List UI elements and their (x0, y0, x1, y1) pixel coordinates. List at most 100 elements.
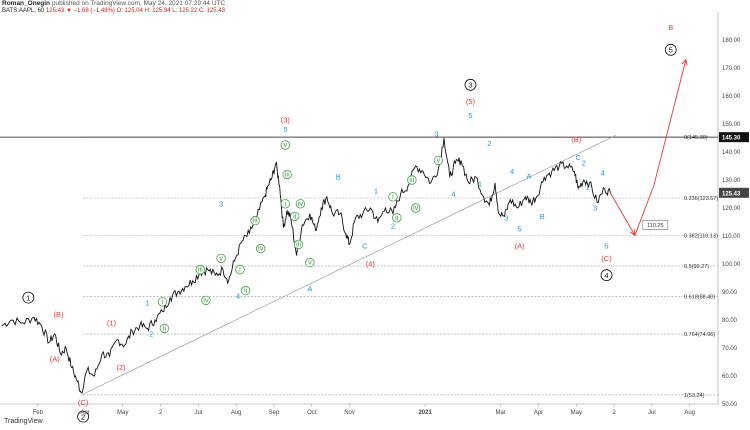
y-tick-label: 140.00 (722, 150, 741, 156)
fib-label: 1(53.24) (684, 393, 705, 399)
chart-grid (0, 12, 719, 405)
wave-label-circle (77, 410, 90, 423)
y-tick-label: 170.00 (722, 66, 741, 72)
projection-price-box (642, 220, 669, 230)
wave-label: (4) (366, 260, 376, 269)
wave-label: B (540, 212, 545, 221)
wave-label: 3 (468, 81, 472, 90)
fibonacci-levels: 0(145.30) 0.236(123.57) 0.382(110.13) 0.5(9… (83, 135, 718, 399)
y-tick-label: 70.00 (722, 346, 738, 352)
fib-label: 0.236(123.57) (684, 196, 718, 202)
wave-label: ii (163, 323, 167, 332)
x-tick-label: Jul (648, 410, 656, 416)
fib-label: 0.5(99.27) (684, 264, 709, 270)
x-tick-label: May (571, 410, 582, 416)
wave-label: ii (293, 211, 297, 220)
trend-lines (0, 134, 718, 396)
wave-label: 4 (236, 292, 240, 301)
x-tick-label: 2021 (418, 410, 432, 416)
x-tick-label: Oct (307, 410, 317, 416)
wave-label: (B) (571, 135, 582, 144)
wave-label-circle (410, 203, 421, 213)
y-tick-label: 100.00 (722, 262, 741, 268)
wave-label-circle (305, 257, 315, 268)
wave-label: 3 (219, 199, 223, 208)
y-tick-label: 160.00 (722, 94, 741, 100)
wave-label: (C) (78, 398, 89, 407)
wave-label: i (284, 199, 286, 208)
brand-text: TradingView (4, 418, 43, 425)
wave-label: iii (285, 169, 290, 178)
wave-label: v (283, 140, 287, 149)
projection-price-label: 110.25 (647, 223, 663, 229)
y-tick-label: 180.00 (722, 38, 741, 44)
x-tick-label: May (117, 410, 128, 416)
wave-label: iv (413, 203, 419, 212)
price-line (1, 137, 611, 394)
wave-label: 1 (26, 293, 30, 302)
y-tick-label: 80.00 (722, 318, 738, 324)
fib-label: 0(145.30) (684, 135, 708, 141)
y-tick-label: 90.00 (722, 290, 738, 296)
wave-label: (3) (281, 115, 291, 124)
support-trendline (81, 134, 617, 396)
y-tick-label: 120.00 (722, 206, 741, 212)
wave-label: (1) (107, 318, 117, 327)
wave-label: (A) (50, 355, 61, 364)
x-tick-label: 2 (612, 410, 616, 416)
wave-label-circle (464, 78, 477, 91)
fib-label: 0.382(110.13) (684, 234, 718, 240)
level-tag-label: 145.30 (722, 136, 741, 142)
wave-label: 5 (283, 125, 287, 134)
author-line: Roman_Onegin published on TradingView.co… (2, 0, 742, 7)
wave-label-circle (201, 295, 211, 306)
projection-path: 110.25 (609, 58, 688, 237)
wave-label: 1 (478, 180, 482, 189)
wave-label-circle (388, 192, 398, 202)
wave-label-circle (392, 213, 402, 223)
wave-label-circle (22, 291, 35, 304)
wave-label: 4 (601, 169, 605, 178)
wave-label: 4 (604, 271, 608, 280)
publish-info: published on TradingView.com, May 24, 20… (51, 0, 226, 7)
wave-label: v (308, 258, 312, 267)
wave-label: 1 (586, 183, 590, 192)
ohlc-values: 125.43 ▼ −1.68 (−1.48%) O: 125.04 H: 125… (45, 8, 225, 14)
x-tick-label: Sep (269, 410, 280, 416)
chart-header: Roman_Onegin published on TradingView.co… (2, 0, 742, 15)
projection-arrow-up (681, 58, 688, 66)
last-price-tag-box (719, 187, 749, 198)
wave-label: i (239, 265, 241, 274)
wave-label-circle (600, 269, 613, 282)
wave-label: iv (203, 295, 209, 304)
wave-label: 2 (81, 412, 85, 421)
wave-label: 2 (391, 222, 395, 231)
wave-labels: 1(B)(A)(C)2(1)(2)12iiiiviiiviii34iiiiv(3… (22, 23, 677, 423)
wave-label-circle (256, 243, 266, 254)
symbol-line: BATS:AAPL, 60 125.43 ▼ −1.68 (−1.48%) O:… (2, 7, 742, 15)
x-tick-label: Jul (195, 410, 203, 416)
wave-label: 2 (582, 159, 586, 168)
wave-label: 5 (468, 111, 472, 120)
wave-label-circle (195, 264, 205, 275)
x-tick-label: Apr (534, 410, 543, 416)
tradingview-logo: TradingView (4, 418, 43, 425)
wave-label: 4 (451, 190, 455, 199)
wave-label: C (362, 241, 368, 250)
fib-label: 0.764(74.96) (684, 332, 715, 338)
wave-label: 3 (504, 213, 508, 222)
wave-label-circle (407, 175, 417, 185)
y-tick-label: 150.00 (722, 122, 741, 128)
wave-label: iii (409, 175, 414, 184)
wave-label: (A) (515, 241, 526, 250)
wave-label-circle (216, 253, 226, 264)
wave-label-circle (159, 323, 170, 334)
wave-label: B (336, 173, 341, 182)
symbol-name: BATS:AAPL, 60 (2, 8, 45, 14)
wave-label-circle (290, 211, 300, 222)
wave-label-circle (157, 297, 168, 307)
wave-label: (5) (466, 97, 476, 106)
wave-label: iv (298, 199, 304, 208)
x-tick-label: Feb (33, 410, 44, 416)
